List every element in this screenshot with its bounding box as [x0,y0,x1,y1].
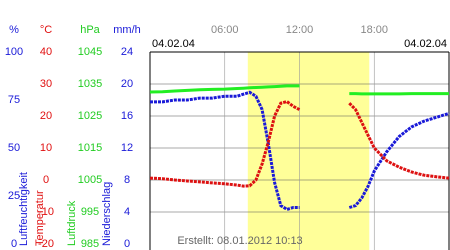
y-tick-label: 100 [5,46,23,58]
y-tick-label: 0 [11,238,17,250]
axis-unit: hPa [80,24,100,36]
y-tick-label: 1035 [78,78,102,90]
daylight-band [247,52,370,250]
axis-title: Temperatur [34,190,46,246]
y-tick-label: 1045 [78,46,102,58]
series-line [149,84,449,96]
axis-title: Niederschlag [101,182,113,246]
y-tick-label: 1015 [78,142,102,154]
series-line [150,90,450,212]
y-tick-label: -20 [38,238,54,250]
x-tick-label: 18:00 [360,24,388,36]
x-tick-label: 06:00 [211,24,239,36]
y-tick-label: 75 [8,94,20,106]
y-tick-label: 25 [8,190,20,202]
y-tick-label: 0 [124,238,130,250]
date-left: 04.02.04 [152,38,195,50]
y-tick-label: 12 [121,142,133,154]
y-tick-label: 4 [124,206,130,218]
y-tick-label: 985 [81,238,99,250]
y-tick-label: 50 [8,142,20,154]
y-tick-label: 1025 [78,110,102,122]
axis-title: Luftfeuchtigkeit [18,172,30,246]
y-tick-label: 0 [43,174,49,186]
y-tick-label: 8 [124,174,130,186]
axis-unit: mm/h [113,24,141,36]
series-line [149,99,450,188]
y-tick-label: 20 [121,78,133,90]
y-tick-label: 1005 [78,174,102,186]
y-tick-label: 30 [40,78,52,90]
x-tick-label: 12:00 [286,24,314,36]
y-tick-label: -10 [38,206,54,218]
axis-unit: % [9,24,19,36]
y-tick-label: 995 [81,206,99,218]
y-tick-label: 10 [40,142,52,154]
date-right: 04.02.04 [404,38,447,50]
axis-unit: °C [40,24,52,36]
y-tick-label: 24 [121,46,133,58]
footer: Erstellt: 08.01.2012 10:13 [177,235,302,247]
axis-title: Luftdruck [66,200,78,246]
y-tick-label: 20 [40,110,52,122]
y-tick-label: 16 [121,110,133,122]
y-tick-label: 40 [40,46,52,58]
